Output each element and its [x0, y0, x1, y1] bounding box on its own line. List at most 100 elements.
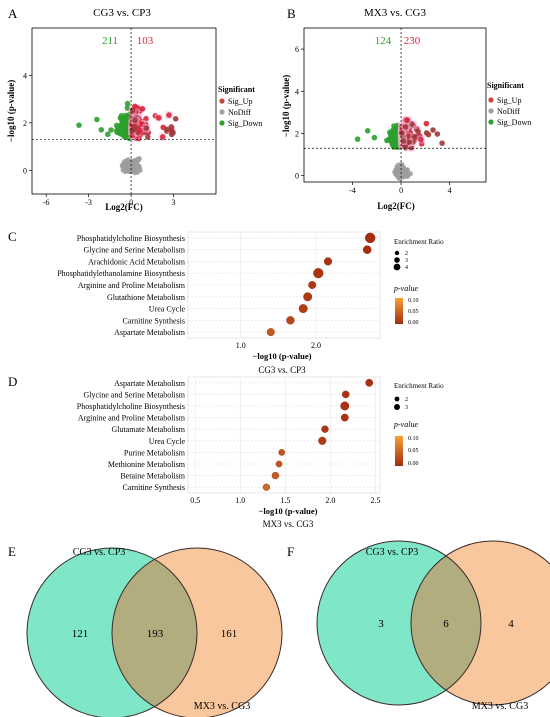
point-sig-down: [371, 134, 378, 141]
venn-f-both: 6: [443, 618, 449, 630]
point-sig-down: [124, 105, 131, 111]
legend-d-size-title: Enrichment Ratio: [394, 382, 444, 390]
legend-b-down: Sig_Down: [497, 118, 531, 127]
bubble-point: [340, 401, 350, 411]
legend-b-nodiff: NoDiff: [497, 107, 520, 116]
pathway-label: Arginine and Proline Metabolism: [78, 414, 186, 423]
pathway-label: Carnitine Synthesis: [123, 483, 185, 492]
point-sig-up: [159, 134, 166, 140]
bubble-point: [266, 328, 275, 337]
point-sig-up: [408, 121, 415, 127]
volcano-b-points: [354, 116, 445, 181]
legend-d-color-tick-0: 0.10: [408, 436, 419, 442]
point-sig-up: [130, 126, 137, 133]
legend-b-up-swatch: [488, 97, 494, 103]
legend-a-nodiff-swatch: [219, 109, 225, 115]
x-tick-label: 4: [448, 186, 452, 195]
legend-b-nodiff-swatch: [488, 108, 494, 114]
pathway-label: Betaine Metabolism: [120, 472, 185, 481]
legend-d-colorbar: [395, 436, 403, 466]
venn-e-both: 193: [147, 628, 164, 640]
y-tick-label: 2: [295, 129, 299, 138]
venn-e-left-only: 121: [72, 628, 89, 640]
point-nodiff: [125, 165, 131, 171]
pathway-label: Methionine Metabolism: [108, 460, 186, 469]
y-tick-label: 4: [23, 71, 27, 80]
point-sig-up: [430, 127, 436, 133]
legend-a-down: Sig_Down: [228, 119, 262, 128]
point-sig-down: [117, 115, 124, 121]
bubble-point: [365, 232, 376, 244]
pathway-label: Glutamate Metabolism: [111, 425, 185, 434]
point-nodiff: [129, 165, 135, 171]
point-sig-up: [143, 125, 150, 131]
point-sig-down: [394, 139, 401, 146]
pathway-label: Arginine and Proline Metabolism: [78, 281, 186, 290]
pathway-label: Glycine and Serine Metabolism: [83, 246, 185, 255]
legend-c-colorbar: [395, 298, 403, 324]
point-sig-up: [425, 131, 432, 138]
bubble-point: [362, 245, 372, 254]
venn-e-right-only: 161: [221, 628, 238, 640]
x-tick-label: 2.5: [370, 496, 380, 505]
pathway-label: Arachidonic Acid Metabolism: [88, 257, 186, 266]
point-nodiff: [135, 164, 141, 170]
venn-f-right-label: MX3 vs. CG3: [472, 701, 528, 712]
pathway-label: Urea Cycle: [149, 305, 186, 314]
pathway-label: Carnitine Synthesis: [123, 316, 185, 325]
point-sig-down: [108, 127, 114, 133]
panel-letter-f: F: [287, 544, 294, 559]
bubble-point: [275, 460, 283, 468]
legend-a-title: Significant: [218, 85, 255, 94]
legend-d-color-tick-2: 0.00: [408, 461, 419, 467]
bubble-point: [321, 425, 329, 433]
panel-letter-d: D: [8, 374, 17, 389]
y-tick-label: 6: [295, 45, 299, 54]
pathway-label: Purine Metabolism: [124, 448, 186, 457]
point-sig-up: [143, 115, 149, 122]
bubble-d-caption: MX3 vs. CG3: [263, 519, 314, 529]
bubble-point: [262, 483, 270, 491]
bubble-point: [365, 378, 374, 387]
volcano-a-points: [76, 100, 179, 176]
volcano-b-count-right: 230: [404, 35, 421, 47]
panel-e: E CG3 vs. CP3 MX3 vs. CG3 121 193 161: [8, 544, 283, 717]
bubble-point: [308, 281, 317, 289]
volcano-b-xlabel: Log2(FC): [377, 201, 415, 211]
pathway-label: Aspartate Metabolism: [114, 379, 186, 388]
bubble-point: [323, 257, 333, 266]
x-tick-label: 3: [172, 198, 176, 207]
bubble-point: [318, 436, 327, 445]
volcano-b-ylabel: −log10 (p-value): [281, 75, 291, 137]
bubble-d-xlabel: −log10 (p-value): [259, 506, 318, 516]
legend-d-size-3: [394, 404, 400, 410]
point-sig-down: [389, 129, 395, 135]
point-sig-up: [415, 128, 421, 135]
venn-e-overlap: [112, 559, 197, 707]
point-nodiff: [135, 157, 142, 163]
x-tick-label: 1.0: [236, 341, 246, 350]
bubble-c-size-legend: Enrichment Ratio 2 3 4: [393, 238, 444, 271]
pathway-label: Glycine and Serine Metabolism: [83, 390, 185, 399]
legend-c-size-3: [394, 257, 400, 263]
panel-letter-a: A: [8, 6, 18, 21]
venn-e-right-outline: [111, 547, 283, 717]
bubble-point: [298, 304, 308, 314]
volcano-a-axes: -6 -3 0 3 0 2 4: [23, 28, 216, 207]
legend-c-color-tick-2: 0.00: [408, 320, 419, 326]
point-nodiff: [395, 170, 401, 176]
legend-c-color-tick-0: 0.10: [408, 298, 419, 304]
volcano-a-legend: Significant Sig_Up NoDiff Sig_Down: [218, 85, 262, 128]
bubble-point: [271, 471, 280, 480]
point-sig-down: [124, 100, 131, 107]
point-sig-up: [434, 131, 441, 137]
x-tick-label: -3: [85, 198, 92, 207]
volcano-a-count-right: 103: [137, 35, 154, 47]
y-tick-label: 0: [23, 166, 27, 175]
pathway-label: Glutathione Metabolism: [107, 293, 186, 302]
legend-c-size-4: [393, 263, 401, 271]
point-sig-up: [405, 139, 412, 145]
legend-c-size-2-label: 2: [405, 251, 408, 257]
point-sig-up: [423, 120, 430, 127]
bubble-point: [341, 390, 350, 399]
